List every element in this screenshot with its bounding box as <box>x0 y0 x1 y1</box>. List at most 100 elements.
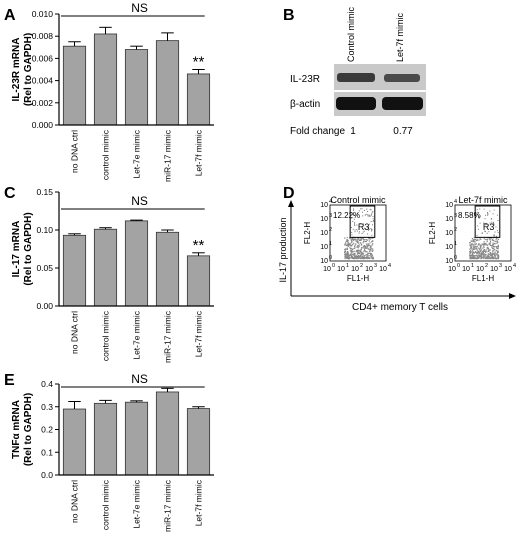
flow-x-tick-label: 10 <box>490 266 498 273</box>
flow-dot <box>490 257 493 259</box>
flow-dot <box>348 237 351 239</box>
flow-dot <box>352 253 354 255</box>
x-tick-label: Let-7f mimic <box>194 310 204 357</box>
panel-label-a: A <box>4 7 16 24</box>
flow-dot <box>472 243 474 246</box>
flow-dot <box>372 243 374 245</box>
flow-dot <box>485 224 487 226</box>
flow-dot <box>344 242 347 244</box>
flow-dot <box>479 256 481 258</box>
flow-dot <box>370 248 372 250</box>
flow-dot <box>358 252 360 255</box>
flow-dot <box>496 250 499 253</box>
flow-dot <box>472 250 474 252</box>
flow-dot <box>361 252 364 254</box>
flow-dot <box>356 256 359 258</box>
flow-dot <box>488 257 490 260</box>
flow-dot <box>477 252 479 254</box>
flow-dot <box>370 221 372 223</box>
flow-dot <box>497 252 499 254</box>
flow-dot <box>481 254 483 256</box>
flow-dot <box>351 238 354 240</box>
flow-dot <box>365 251 367 253</box>
flow-dot <box>470 257 472 260</box>
flow-x-tick-exp: 4 <box>388 263 391 269</box>
flow-dot <box>362 253 364 255</box>
flow-dot <box>359 242 361 244</box>
flow-dot <box>477 255 480 257</box>
flow-dot <box>344 256 346 258</box>
y-tick-label: 0.002 <box>32 98 54 108</box>
fold-change-let7f: 0.77 <box>393 126 413 137</box>
flow-dot <box>362 247 364 249</box>
flow-outer-x-label: CD4+ memory T cells <box>352 302 448 313</box>
flow-dot <box>354 255 357 257</box>
flow-dot <box>367 227 369 229</box>
flow-dot <box>358 244 360 246</box>
flow-dot <box>368 240 370 242</box>
flow-dot <box>363 247 366 249</box>
flow-dot <box>470 247 472 249</box>
flow-dot <box>484 230 486 232</box>
flow-dot <box>364 214 366 216</box>
flow-dot <box>357 255 359 257</box>
flow-dot <box>345 243 347 245</box>
flow-dot <box>360 248 362 251</box>
flow-dot <box>356 213 358 215</box>
flow-dot <box>364 246 366 248</box>
flow-dot <box>489 242 491 244</box>
flow-dot <box>493 257 495 260</box>
bar <box>124 220 149 307</box>
blot-column-control: Control mimic <box>346 6 356 62</box>
flow-dot <box>473 256 475 258</box>
flow-dot <box>360 254 362 257</box>
flow-dot <box>354 224 356 226</box>
flow-x-tick-label: 10 <box>448 266 456 273</box>
flow-dot <box>494 249 496 251</box>
flow-dot <box>497 250 499 252</box>
flow-dot <box>352 239 354 241</box>
flow-dot <box>470 248 473 250</box>
flow-dot <box>497 244 499 246</box>
flow-dot <box>360 250 362 252</box>
flow-dot <box>482 245 485 247</box>
significance-label: ** <box>193 54 205 71</box>
flow-dot <box>345 240 347 242</box>
flow-x-label: FL1-H <box>347 274 369 283</box>
flow-dot <box>474 255 476 257</box>
flow-percent: 8.58% <box>458 211 481 220</box>
y-tick-label: 0.2 <box>41 425 53 435</box>
flow-dot <box>350 242 352 244</box>
flow-dot <box>346 245 349 247</box>
flow-dot <box>473 254 475 257</box>
flow-dot <box>495 240 497 243</box>
flow-dot <box>363 245 365 247</box>
flow-dot <box>345 254 347 256</box>
flow-dot <box>477 247 479 249</box>
flow-dot <box>366 257 368 259</box>
flow-gate <box>349 205 376 238</box>
flow-dot <box>492 243 494 246</box>
flow-dot <box>346 243 349 245</box>
flow-dot <box>353 222 355 224</box>
flow-dot <box>369 252 371 255</box>
flow-dot <box>358 239 361 242</box>
flow-dot <box>489 244 492 246</box>
flow-dot <box>365 247 367 249</box>
x-tick-label: control mimic <box>101 310 111 361</box>
flow-dot <box>477 250 479 252</box>
flow-dot <box>358 252 361 255</box>
flow-dot <box>350 254 352 256</box>
y-tick-label: 0.010 <box>32 9 54 19</box>
flow-dot <box>484 251 487 253</box>
flow-y-tick-exp: 3 <box>329 213 332 219</box>
flow-dot <box>350 240 353 242</box>
flow-dot <box>491 257 493 260</box>
flow-y-tick-exp: 4 <box>329 199 332 205</box>
flow-dot <box>488 231 490 233</box>
flow-dot <box>486 257 488 260</box>
flow-y-tick-exp: 0 <box>329 255 332 261</box>
flow-dot <box>365 241 367 243</box>
flow-y-tick-label: 10 <box>445 202 453 209</box>
flow-dot <box>344 252 346 254</box>
